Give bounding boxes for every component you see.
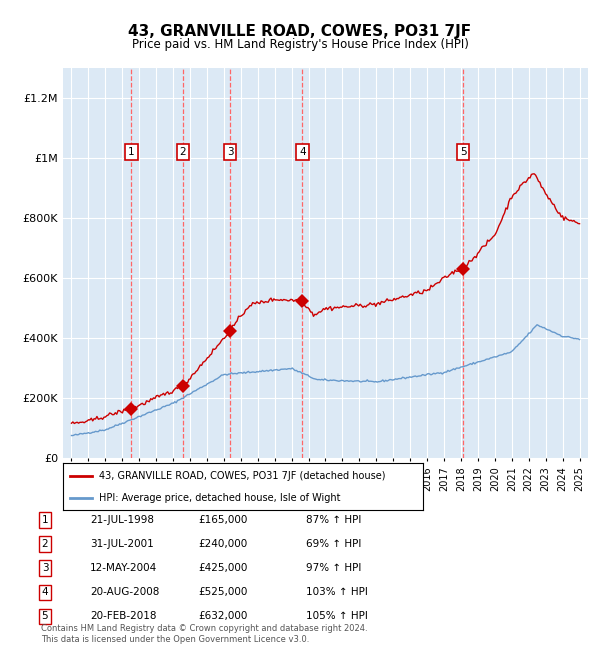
Text: 87% ↑ HPI: 87% ↑ HPI <box>306 515 361 525</box>
Text: 43, GRANVILLE ROAD, COWES, PO31 7JF (detached house): 43, GRANVILLE ROAD, COWES, PO31 7JF (det… <box>99 471 386 481</box>
Text: 2: 2 <box>41 539 49 549</box>
Text: 4: 4 <box>41 587 49 597</box>
Text: 43, GRANVILLE ROAD, COWES, PO31 7JF: 43, GRANVILLE ROAD, COWES, PO31 7JF <box>128 24 472 39</box>
Text: 20-FEB-2018: 20-FEB-2018 <box>90 611 157 621</box>
Text: 31-JUL-2001: 31-JUL-2001 <box>90 539 154 549</box>
Text: 1: 1 <box>41 515 49 525</box>
Text: HPI: Average price, detached house, Isle of Wight: HPI: Average price, detached house, Isle… <box>99 493 341 502</box>
Text: 3: 3 <box>227 148 233 157</box>
Text: 97% ↑ HPI: 97% ↑ HPI <box>306 563 361 573</box>
Text: £240,000: £240,000 <box>198 539 247 549</box>
Text: 1: 1 <box>128 148 135 157</box>
Text: 3: 3 <box>41 563 49 573</box>
Text: 103% ↑ HPI: 103% ↑ HPI <box>306 587 368 597</box>
Text: £425,000: £425,000 <box>198 563 247 573</box>
Text: 4: 4 <box>299 148 305 157</box>
Text: 20-AUG-2008: 20-AUG-2008 <box>90 587 160 597</box>
Text: 12-MAY-2004: 12-MAY-2004 <box>90 563 157 573</box>
Text: 5: 5 <box>460 148 466 157</box>
Text: Contains HM Land Registry data © Crown copyright and database right 2024.
This d: Contains HM Land Registry data © Crown c… <box>41 624 367 644</box>
Text: Price paid vs. HM Land Registry's House Price Index (HPI): Price paid vs. HM Land Registry's House … <box>131 38 469 51</box>
Text: £525,000: £525,000 <box>198 587 247 597</box>
Text: 21-JUL-1998: 21-JUL-1998 <box>90 515 154 525</box>
Text: £632,000: £632,000 <box>198 611 247 621</box>
Text: £165,000: £165,000 <box>198 515 247 525</box>
Text: 69% ↑ HPI: 69% ↑ HPI <box>306 539 361 549</box>
Text: 5: 5 <box>41 611 49 621</box>
Text: 105% ↑ HPI: 105% ↑ HPI <box>306 611 368 621</box>
Text: 2: 2 <box>179 148 186 157</box>
